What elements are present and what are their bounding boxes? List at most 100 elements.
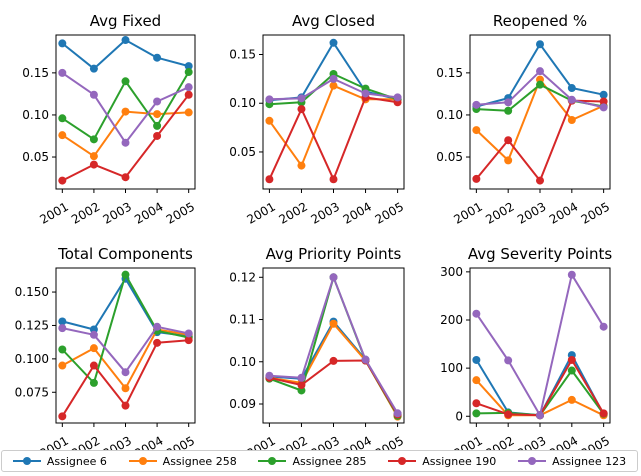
legend-swatch-assignee-190 bbox=[388, 457, 417, 465]
data-point bbox=[504, 98, 513, 107]
y-tick-label: 0.100 bbox=[15, 352, 49, 366]
series-line bbox=[475, 273, 605, 417]
data-point bbox=[536, 411, 544, 420]
data-point bbox=[393, 409, 402, 418]
data-point bbox=[567, 115, 576, 124]
series-assignee-285 bbox=[58, 68, 193, 144]
panel-title: Avg Severity Points bbox=[468, 245, 613, 263]
series-assignee-190 bbox=[265, 93, 402, 184]
data-point bbox=[329, 38, 338, 47]
legend-swatch-assignee-123 bbox=[518, 457, 547, 465]
data-point bbox=[58, 324, 67, 333]
data-point bbox=[184, 68, 193, 77]
y-tick-label: 0.05 bbox=[436, 150, 463, 164]
series-assignee-190 bbox=[58, 90, 193, 185]
legend-label: Assignee 6 bbox=[46, 454, 107, 468]
panel-title: Reopened % bbox=[493, 12, 587, 30]
data-point bbox=[184, 83, 193, 92]
y-tick-label: 0.15 bbox=[229, 47, 256, 61]
data-point bbox=[504, 156, 513, 165]
data-point bbox=[536, 40, 544, 49]
legend-swatch-assignee-258 bbox=[128, 457, 157, 465]
data-point bbox=[121, 107, 130, 116]
data-point bbox=[89, 135, 98, 144]
data-point bbox=[297, 373, 306, 382]
legend-label: Assignee 123 bbox=[552, 454, 627, 468]
legend-label: Assignee 190 bbox=[422, 454, 497, 468]
data-point bbox=[567, 355, 576, 364]
data-point bbox=[472, 309, 481, 318]
data-point bbox=[504, 356, 513, 365]
panel-title: Avg Fixed bbox=[90, 12, 161, 30]
data-point bbox=[89, 361, 98, 370]
panel-reopened: Reopened % 0.05 0.10 0.15 200120022003200420… bbox=[436, 12, 612, 227]
data-point bbox=[504, 136, 513, 145]
panel-title: Avg Priority Points bbox=[266, 245, 402, 263]
data-point bbox=[121, 401, 130, 410]
data-point bbox=[121, 368, 130, 377]
data-point bbox=[265, 371, 274, 380]
data-point bbox=[121, 173, 130, 182]
series-line bbox=[475, 99, 604, 182]
series-assignee-285 bbox=[265, 273, 402, 420]
data-point bbox=[297, 105, 306, 114]
panel-avg-closed: Avg Closed 0.05 0.10 0.15 200120022003200420… bbox=[229, 12, 406, 227]
x-tick-label: 2005 bbox=[164, 199, 197, 226]
series-line bbox=[269, 276, 399, 414]
data-point bbox=[153, 338, 162, 347]
x-tick-label: 2002 bbox=[69, 199, 102, 226]
y-tick-label: 0.05 bbox=[229, 145, 256, 159]
axes-frame bbox=[55, 267, 196, 424]
data-point bbox=[58, 345, 67, 354]
data-point bbox=[58, 176, 67, 185]
series-assignee-123 bbox=[472, 270, 608, 420]
data-point bbox=[265, 95, 274, 104]
series-line bbox=[269, 322, 399, 418]
series-assignee-258 bbox=[265, 319, 402, 421]
x-tick-label: 2005 bbox=[373, 199, 406, 226]
data-point bbox=[504, 106, 513, 115]
data-point bbox=[121, 36, 130, 45]
series-line bbox=[62, 277, 189, 338]
y-tick-label: 0 bbox=[455, 409, 463, 423]
data-point bbox=[89, 160, 98, 169]
data-point bbox=[472, 174, 481, 183]
data-point bbox=[393, 93, 402, 102]
data-point bbox=[58, 68, 67, 77]
legend-entry-assignee-258: Assignee 258 bbox=[128, 454, 237, 468]
data-point bbox=[536, 67, 544, 76]
panel-title: Avg Closed bbox=[292, 12, 375, 30]
data-point bbox=[329, 273, 338, 282]
y-tick-label: 0.075 bbox=[15, 385, 49, 399]
legend-entry-assignee-190: Assignee 190 bbox=[388, 455, 496, 468]
data-point bbox=[265, 116, 274, 125]
legend-entry-assignee-285: Assignee 285 bbox=[258, 455, 367, 468]
chart-legend: Assignee 6 Assignee 258 Assignee 285 Ass… bbox=[1, 450, 638, 472]
y-tick-label: 0.11 bbox=[229, 313, 256, 327]
data-point bbox=[599, 90, 608, 99]
y-tick-label: 0.12 bbox=[229, 270, 256, 284]
data-point bbox=[329, 319, 338, 328]
x-tick-label: 2001 bbox=[37, 199, 70, 226]
data-point bbox=[58, 131, 67, 140]
panel-avg-fixed: Avg Fixed 0.05 0.10 0.15 2001200220032004200… bbox=[22, 12, 197, 227]
series-assignee-123 bbox=[472, 67, 608, 112]
legend-label: Assignee 258 bbox=[162, 454, 237, 468]
data-point bbox=[329, 81, 338, 90]
data-point bbox=[153, 53, 162, 62]
data-point bbox=[153, 110, 162, 119]
y-tick-label: 200 bbox=[440, 313, 463, 327]
data-point bbox=[89, 90, 98, 99]
data-point bbox=[184, 62, 193, 71]
data-point bbox=[58, 317, 67, 326]
data-point bbox=[297, 386, 306, 395]
x-tick-label: 2002 bbox=[277, 199, 310, 226]
data-point bbox=[361, 89, 370, 98]
x-tick-label: 2004 bbox=[132, 199, 165, 226]
series-assignee-285 bbox=[472, 80, 608, 115]
x-tick-label: 2001 bbox=[451, 199, 484, 226]
series-assignee-123 bbox=[265, 273, 402, 418]
panel-avg-severity-points: Avg Severity Points010020030020012002200… bbox=[440, 245, 612, 461]
y-tick-label: 0.10 bbox=[229, 355, 256, 369]
